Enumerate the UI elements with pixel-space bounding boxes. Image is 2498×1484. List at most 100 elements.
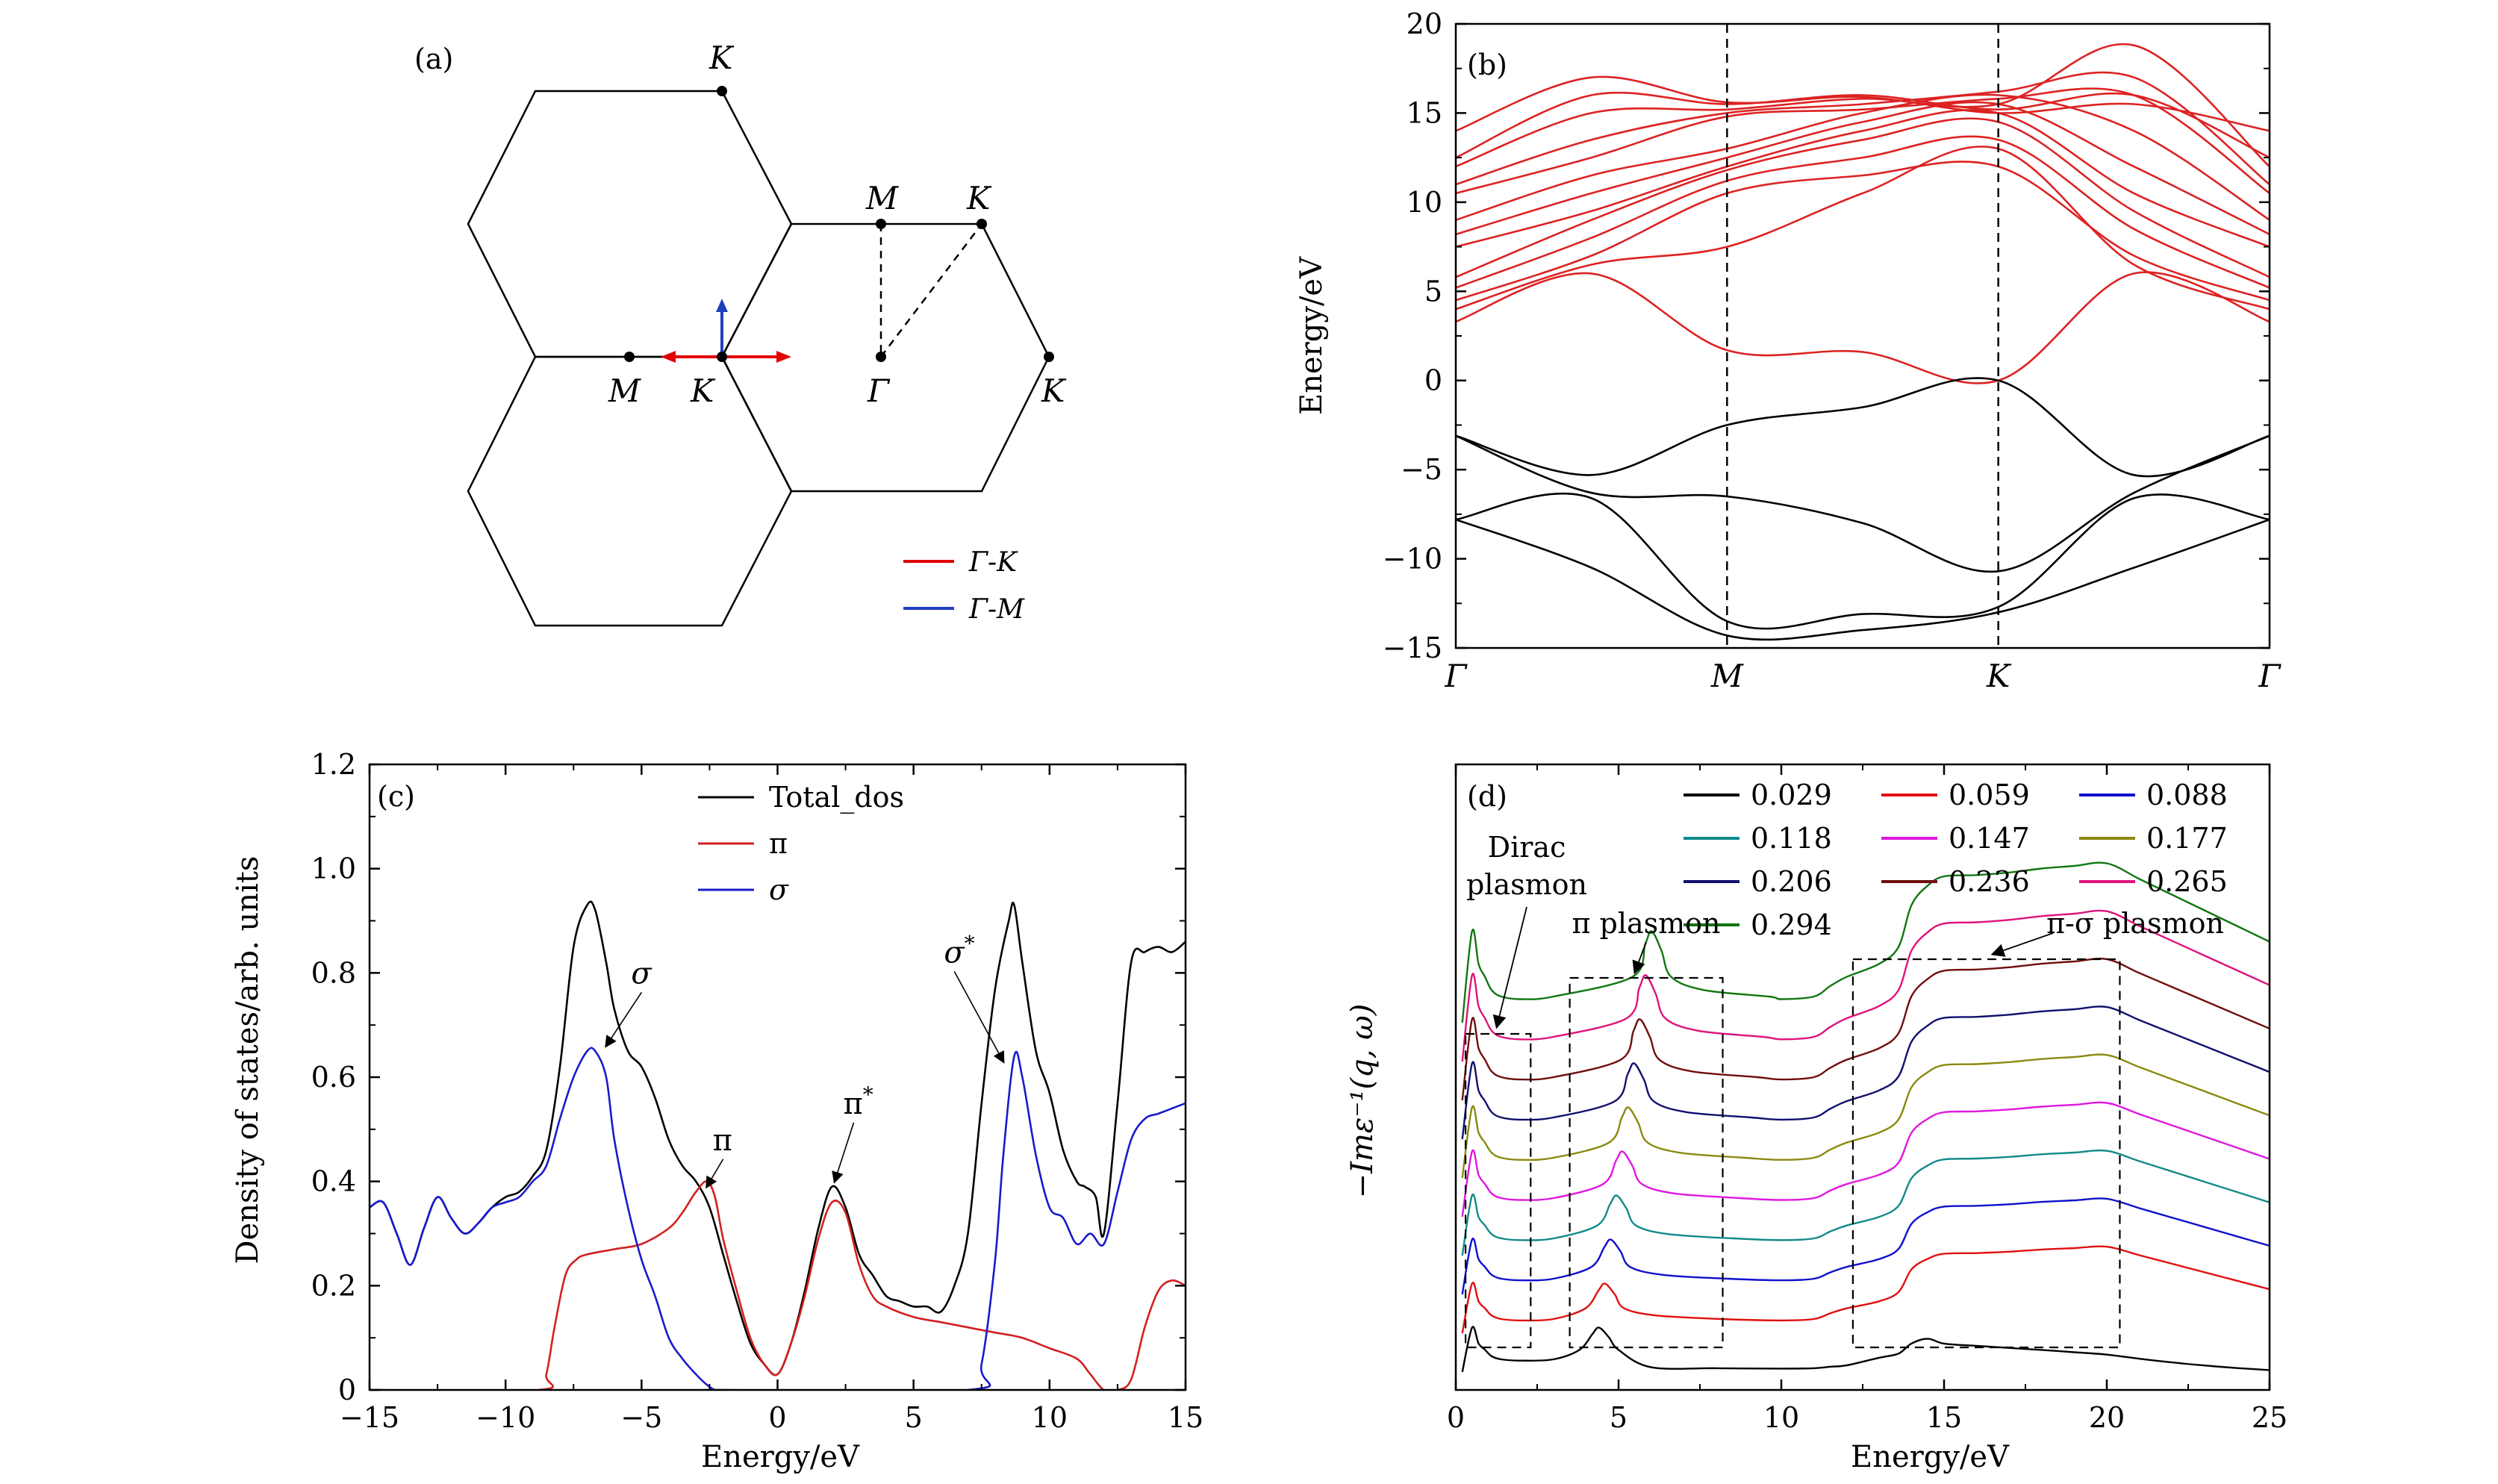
panel-d-region-box-1 [1569,976,1724,1349]
panel-b-xtick-label-0: Γ [1444,658,1468,694]
panel-d-xtick-label-3: 15 [1926,1401,1962,1434]
loss-curve-0.147 [1461,1101,2270,1218]
point-m-top [876,219,886,229]
panel-c-xtick-label-6: 15 [1168,1401,1203,1434]
valence-band-16 [1456,518,2270,641]
panel-c-ytick-label-5: 1.0 [311,852,356,885]
panel-b-xtick-label-2: K [1986,658,2012,694]
point-gamma [876,352,886,362]
panel-c-xlabel: Energy/eV [701,1440,860,1474]
panel-c-annotation-3: σ* [944,931,974,970]
panel-d-legend-label-0.265: 0.265 [2146,865,2228,898]
panel-d-legend-label-0.147: 0.147 [1949,822,2030,855]
panel-c-ytick-label-1: 0.2 [311,1269,356,1302]
loss-curve-0.294 [1461,861,2270,1023]
panel-d-label: (d) [1467,780,1507,813]
valence-band-13 [1456,377,2270,478]
panel-c-legend-label-2: σ [769,873,789,906]
point-k-right-top [977,219,987,229]
panel-c-xtick-label-4: 5 [905,1401,923,1434]
conduction-band-0 [1456,271,2270,384]
panel-d-annotation-plasmon: plasmon [1466,868,1587,901]
conduction-band-2 [1456,160,2270,302]
panel-b-ytick-label-3: 0 [1424,364,1442,397]
dos-curve-0 [370,900,1186,1377]
panel-d-region-box-2 [1851,958,2121,1349]
dashed-gamma-k [880,223,982,358]
panel-c-ytick-label-6: 1.2 [311,748,356,781]
loss-curve-0.265 [1461,909,2270,1062]
label-m-left: M [608,372,641,409]
panel-c-dos: (c) Energy/eV Density of states/arb. uni… [231,748,1203,1474]
panel-d-arrow-pi [1632,941,1647,975]
point-k-right [1044,352,1054,362]
panel-d-annotation-dirac: Dirac [1488,831,1566,864]
panel-d-legend-label-0.029: 0.029 [1751,779,1832,811]
panel-d-legend-label-0.177: 0.177 [2146,822,2228,855]
conduction-band-1 [1456,146,2270,311]
loss-curve-0.206 [1461,1006,2270,1140]
panel-d-region-box-0 [1464,1032,1532,1349]
panel-c-annotation-arrow-3 [953,970,1005,1064]
panel-d-arrow-dirac [1492,906,1527,1029]
panel-c-xtick-label-0: −15 [340,1401,399,1434]
panel-b-bands [1456,43,2270,641]
loss-curve-0.029 [1461,1326,2270,1373]
conduction-band-7 [1456,93,2270,221]
panel-c-annotation-1: π [713,1123,732,1158]
label-gamma: Γ [867,372,891,409]
panel-d-xtick-label-4: 20 [2089,1401,2125,1434]
legend-gamma-m-label: Γ-M [968,594,1025,625]
valence-band-15 [1456,492,2270,630]
panel-c-legend-label-0: Total_dos [769,781,904,814]
panel-d-legend-label-0.059: 0.059 [1949,779,2030,811]
panel-d-xtick-label-5: 25 [2252,1401,2287,1434]
panel-d-xtick-label-0: 0 [1447,1401,1465,1434]
panel-b-ylabel: Energy/eV [1295,256,1329,415]
panel-b-label: (b) [1467,49,1507,81]
panel-b-xtick-label-1: M [1710,658,1744,694]
panel-a: (a) K M K M K Γ K Γ-K Γ-M [414,40,1067,627]
panel-d-xtick-label-1: 5 [1610,1401,1628,1434]
panel-c-label: (c) [377,780,415,813]
panel-d-ylabel: −Imε⁻¹(q, ω) [1345,1004,1380,1199]
valence-band-14 [1456,434,2270,573]
panel-d-legend-label-0.294: 0.294 [1751,908,1832,941]
panel-c-ylabel: Density of states/arb. units [231,856,265,1265]
panel-c-ytick-label-3: 0.6 [311,1061,356,1094]
panel-d-annotation-pi-sigma: π-σ plasmon [2046,907,2224,940]
loss-curve-0.236 [1461,957,2270,1101]
panel-c-ytick-label-4: 0.8 [311,956,356,989]
conduction-band-12 [1456,75,2270,132]
panel-d-legend-label-0.118: 0.118 [1751,822,1832,855]
panel-b-ytick-label-7: 20 [1407,7,1442,40]
conduction-band-6 [1456,101,2270,236]
panel-c-annotation-0: σ [631,956,652,991]
label-m-top: M [865,180,899,216]
dos-curve-1 [370,1180,1186,1390]
blue-arrowhead-up [716,299,728,312]
red-arrowhead-right [776,351,791,363]
panel-d-legend-label-0.236: 0.236 [1949,865,2030,898]
panel-b-ytick-label-1: −10 [1383,543,1442,576]
panel-b-ytick-label-0: −15 [1383,632,1442,664]
panel-c-ytick-label-0: 0 [338,1374,356,1406]
panel-d-frame [1454,763,2271,1391]
panel-c-annotation-arrow-0 [605,991,643,1048]
loss-curve-0.177 [1461,1053,2270,1179]
point-k-top [717,86,727,96]
conduction-band-9 [1456,71,2270,186]
conduction-band-10 [1456,43,2270,168]
panel-c-annotation-arrow-2 [832,1122,855,1184]
point-m-left [624,352,635,362]
loss-curve-0.059 [1461,1245,2270,1334]
panel-c-xtick-label-2: −5 [620,1401,662,1434]
panel-d-legend-label-0.088: 0.088 [2146,779,2228,811]
panel-d-legend-label-0.206: 0.206 [1751,865,1832,898]
label-k-top: K [708,40,735,76]
panel-d-xtick-label-2: 10 [1763,1401,1799,1434]
loss-curve-0.118 [1461,1149,2270,1256]
point-k-center [717,352,727,362]
panel-b-band-structure: (b) Energy/eV −15 −10 −5 0 5 10 15 20 Γ M K Γ [1295,7,2281,694]
